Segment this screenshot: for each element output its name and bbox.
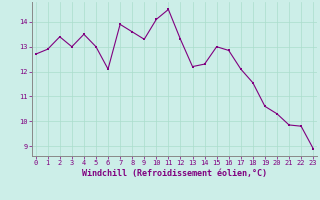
X-axis label: Windchill (Refroidissement éolien,°C): Windchill (Refroidissement éolien,°C): [82, 169, 267, 178]
